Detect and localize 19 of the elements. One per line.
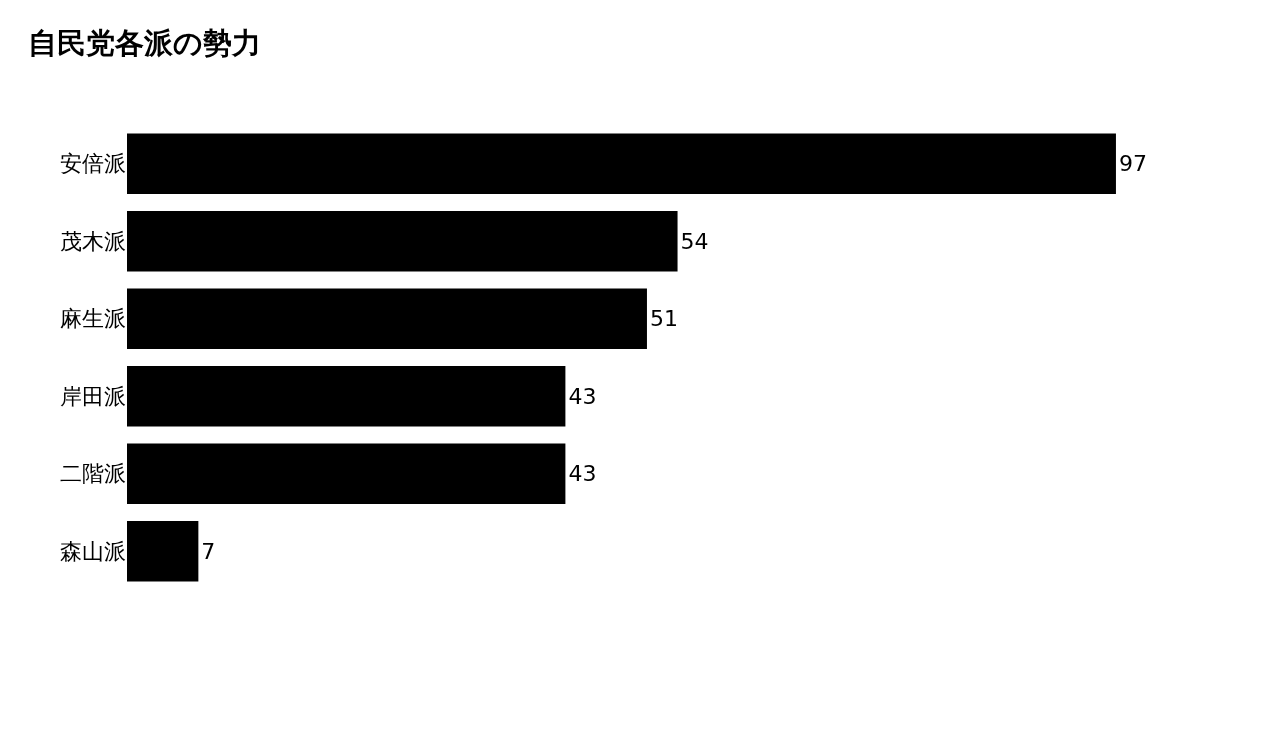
- bar: [127, 288, 647, 349]
- y-tick-label: 安倍派: [60, 151, 126, 177]
- y-tick-label: 茂木派: [60, 228, 126, 254]
- data-label: 97: [1118, 151, 1147, 177]
- chart-title: 自民党各派の勢力: [28, 26, 262, 61]
- data-label: 51: [649, 306, 678, 332]
- data-label: 7: [201, 538, 216, 564]
- data-label: 54: [680, 228, 709, 254]
- bar: [127, 133, 1116, 194]
- bar: [127, 443, 566, 504]
- bar: [127, 521, 199, 582]
- y-tick-label: 麻生派: [60, 306, 126, 332]
- y-tick-label: 森山派: [60, 538, 126, 564]
- data-label: 43: [568, 461, 597, 487]
- bar: [127, 366, 566, 427]
- y-tick-label: 二階派: [60, 461, 126, 487]
- data-label: 43: [568, 383, 597, 409]
- bar: [127, 211, 678, 272]
- y-tick-label: 岸田派: [60, 383, 126, 409]
